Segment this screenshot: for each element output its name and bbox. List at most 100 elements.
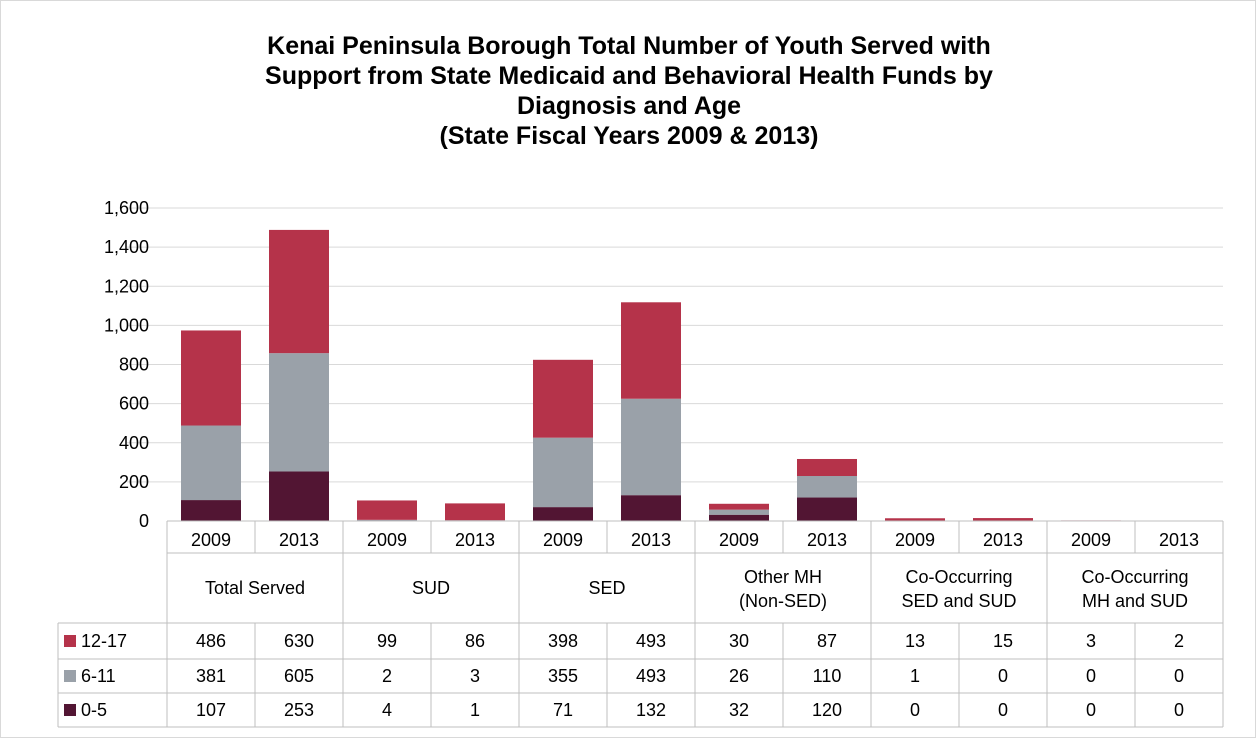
x-group-label: SED and SUD <box>901 591 1016 611</box>
data-label: 630 <box>284 631 314 651</box>
bar-segment-0-5 <box>621 495 681 521</box>
bar-segment-0-5 <box>181 500 241 521</box>
bar-segment-0-5 <box>269 471 329 521</box>
bar-segment-6-11 <box>797 476 857 498</box>
x-group-label: Total Served <box>205 578 305 598</box>
data-label: 107 <box>196 700 226 720</box>
chart-title-line-1: Kenai Peninsula Borough Total Number of … <box>267 32 991 60</box>
x-tick-label-year: 2009 <box>719 530 759 550</box>
x-tick-label-year: 2013 <box>279 530 319 550</box>
bar-segment-6-11 <box>709 509 769 515</box>
data-label: 71 <box>553 700 573 720</box>
x-tick-label-year: 2013 <box>807 530 847 550</box>
data-label: 3 <box>470 666 480 686</box>
bar-segment-6-11 <box>269 353 329 472</box>
x-tick-label-year: 2009 <box>1071 530 1111 550</box>
bar-segment-6-11 <box>181 425 241 501</box>
data-label: 26 <box>729 666 749 686</box>
bar-segment-12-17 <box>709 503 769 510</box>
bar-segment-12-17 <box>797 458 857 477</box>
legend-key-6-11 <box>64 670 76 682</box>
x-group-label: Co-Occurring <box>1081 567 1188 587</box>
legend-label-6-11: 6-11 <box>81 666 116 686</box>
legend-key-0-5 <box>64 704 76 716</box>
data-label: 1 <box>470 700 480 720</box>
bar-segment-12-17 <box>269 229 329 354</box>
data-label: 1 <box>910 666 920 686</box>
bar-segment-12-17 <box>357 500 417 520</box>
y-tick-label: 1,600 <box>104 198 149 218</box>
data-label: 87 <box>817 631 837 651</box>
data-label: 2 <box>1174 631 1184 651</box>
x-group-label: SUD <box>412 578 450 598</box>
data-label: 493 <box>636 631 666 651</box>
x-group-label: Co-Occurring <box>905 567 1012 587</box>
y-tick-label: 0 <box>139 511 149 531</box>
x-tick-label-year: 2013 <box>631 530 671 550</box>
x-tick-label-year: 2009 <box>367 530 407 550</box>
bar-segment-12-17 <box>621 302 681 399</box>
data-label: 32 <box>729 700 749 720</box>
y-tick-label: 1,200 <box>104 276 149 296</box>
data-label: 132 <box>636 700 666 720</box>
data-label: 13 <box>905 631 925 651</box>
data-label: 381 <box>196 666 226 686</box>
x-tick-label-year: 2009 <box>895 530 935 550</box>
x-group-label: SED <box>588 578 625 598</box>
data-label: 4 <box>382 700 392 720</box>
data-label: 15 <box>993 631 1013 651</box>
data-label: 0 <box>1086 666 1096 686</box>
x-tick-label-year: 2013 <box>1159 530 1199 550</box>
data-label: 355 <box>548 666 578 686</box>
data-label: 110 <box>813 666 842 686</box>
bar-segment-6-11 <box>621 398 681 496</box>
bar-segment-0-5 <box>797 497 857 521</box>
chart-title-line-2: Support from State Medicaid and Behavior… <box>265 62 993 90</box>
data-label: 605 <box>284 666 314 686</box>
data-label: 2 <box>382 666 392 686</box>
y-tick-label: 200 <box>119 472 149 492</box>
chart-title-line-3: Diagnosis and Age <box>516 92 742 120</box>
data-label: 253 <box>284 700 314 720</box>
data-label: 99 <box>377 631 397 651</box>
x-tick-label-year: 2009 <box>543 530 583 550</box>
data-label: 30 <box>729 631 749 651</box>
chart-title: Kenai Peninsula Borough Total Number of … <box>61 31 1197 151</box>
x-group-label: Other MH <box>744 567 822 587</box>
legend-label-12-17: 12-17 <box>81 631 127 651</box>
data-label: 86 <box>465 631 485 651</box>
data-label: 3 <box>1086 631 1096 651</box>
bar-segment-12-17 <box>973 518 1033 521</box>
x-group-label: MH and SUD <box>1082 591 1188 611</box>
data-label: 486 <box>196 631 226 651</box>
y-tick-label: 800 <box>119 355 149 375</box>
bar-segment-0-5 <box>709 514 769 521</box>
x-group-label: (Non-SED) <box>739 591 827 611</box>
y-tick-label: 600 <box>119 394 149 414</box>
data-label: 0 <box>1174 666 1184 686</box>
data-label: 493 <box>636 666 666 686</box>
data-label: 0 <box>910 700 920 720</box>
y-tick-label: 400 <box>119 433 149 453</box>
data-label: 120 <box>812 700 842 720</box>
x-tick-label-year: 2009 <box>191 530 231 550</box>
legend-label-0-5: 0-5 <box>81 700 107 720</box>
bar-segment-6-11 <box>357 519 417 521</box>
legend-key-12-17 <box>64 635 76 647</box>
x-tick-label-year: 2013 <box>983 530 1023 550</box>
bar-segment-12-17 <box>181 330 241 426</box>
data-label: 398 <box>548 631 578 651</box>
data-label: 0 <box>998 700 1008 720</box>
bar-segment-12-17 <box>885 518 945 521</box>
bar-segment-6-11 <box>533 437 593 508</box>
bar-segment-12-17 <box>533 359 593 438</box>
data-label: 0 <box>1174 700 1184 720</box>
chart-title-line-4: (State Fiscal Years 2009 & 2013) <box>439 122 819 150</box>
x-tick-label-year: 2013 <box>455 530 495 550</box>
bar-segment-0-5 <box>533 507 593 521</box>
y-tick-label: 1,000 <box>104 315 149 335</box>
data-label: 0 <box>1086 700 1096 720</box>
y-tick-label: 1,400 <box>104 237 149 257</box>
